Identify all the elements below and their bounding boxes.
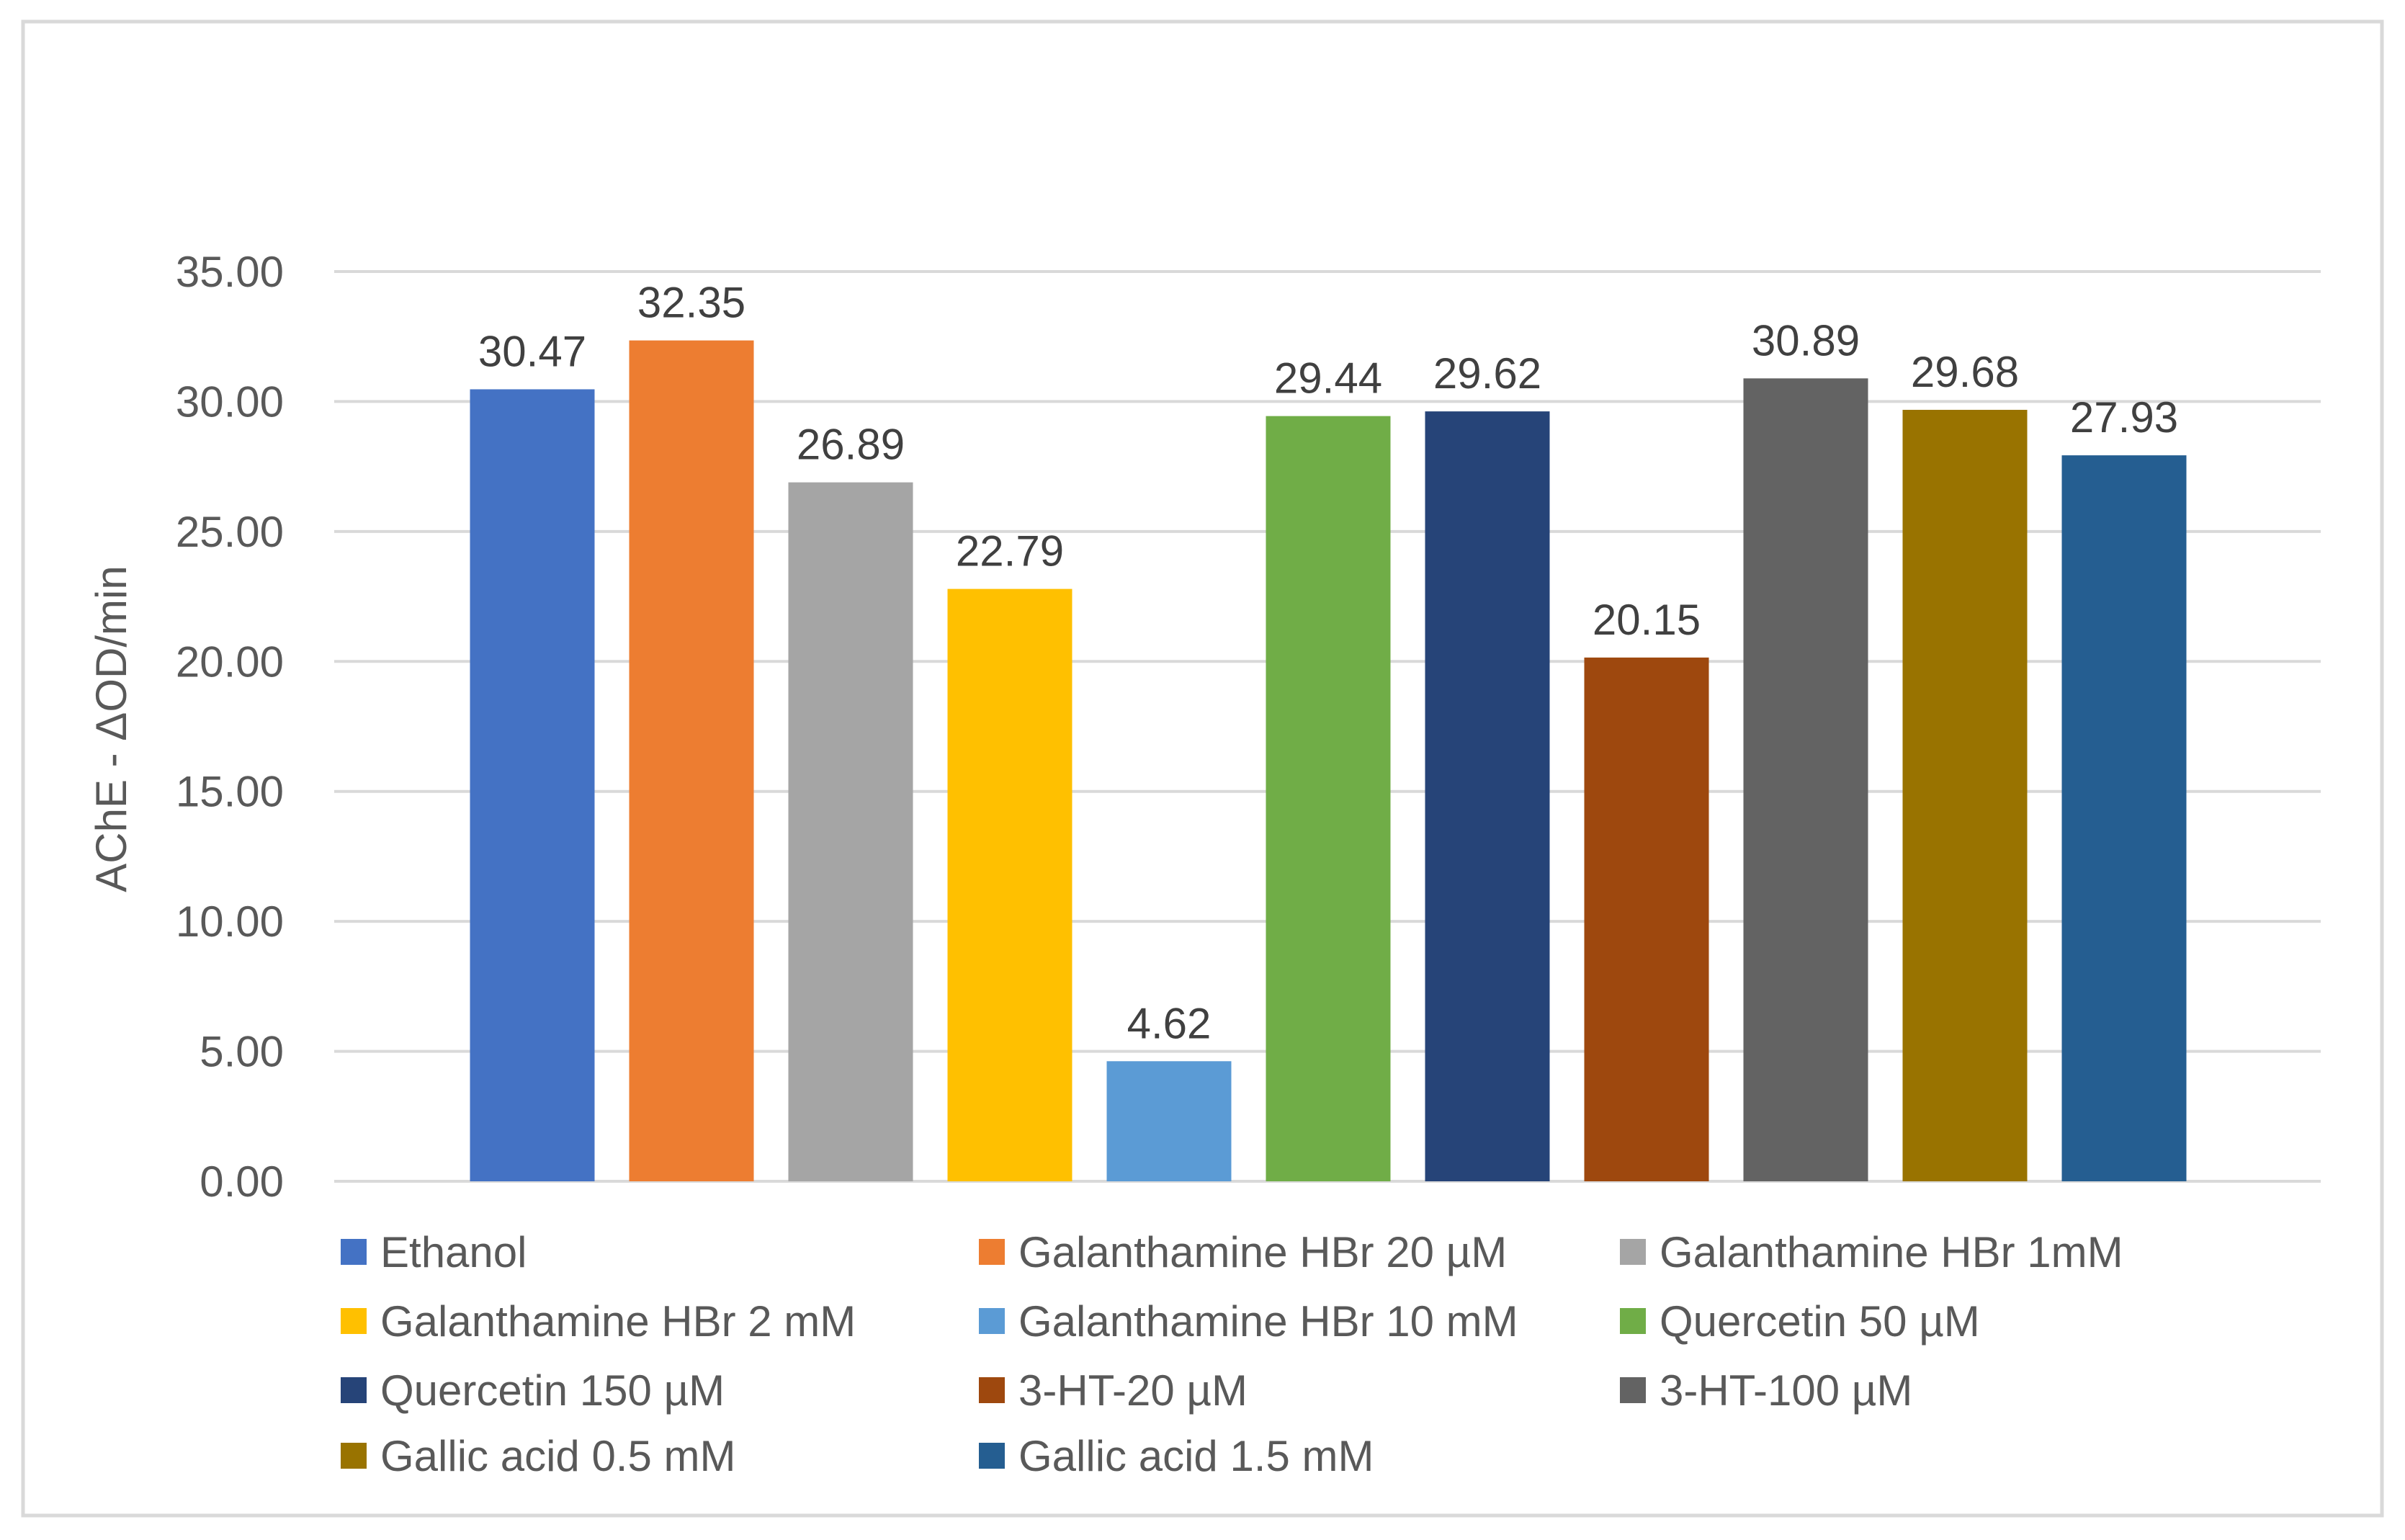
data-label: 27.93: [2070, 393, 2178, 442]
y-tick-label: 30.00: [176, 377, 284, 426]
legend-swatch: [1620, 1239, 1646, 1265]
y-tick-label: 25.00: [176, 508, 284, 556]
legend-label: Ethanol: [380, 1228, 527, 1276]
bar: [1902, 409, 2028, 1181]
data-label: 29.68: [1911, 348, 2019, 396]
legend-swatch: [341, 1239, 367, 1265]
y-tick-label: 10.00: [176, 897, 284, 946]
y-tick-label: 0.00: [200, 1158, 284, 1206]
legend-label: Gallic acid 0.5 mM: [380, 1432, 735, 1480]
legend-item: Galanthamine HBr 10 mM: [979, 1297, 1518, 1346]
legend-swatch: [1620, 1377, 1646, 1403]
bar: [947, 588, 1072, 1181]
bar: [1106, 1061, 1232, 1181]
legend-label: Galanthamine HBr 20 µM: [1018, 1228, 1507, 1276]
bar: [2061, 455, 2187, 1181]
legend-item: Galanthamine HBr 1mM: [1620, 1228, 2123, 1276]
legend-swatch: [341, 1443, 367, 1469]
bar: [1584, 657, 1709, 1181]
data-label: 32.35: [637, 279, 745, 327]
y-tick-label: 5.00: [200, 1028, 284, 1076]
legend-item: 3-HT-20 µM: [979, 1366, 1248, 1415]
data-label: 29.62: [1433, 349, 1541, 398]
legend-item: Gallic acid 0.5 mM: [341, 1432, 735, 1480]
bar: [1743, 378, 1868, 1181]
legend-item: 3-HT-100 µM: [1620, 1366, 1912, 1415]
data-label: 30.89: [1752, 316, 1860, 364]
bar: [788, 482, 913, 1181]
chart-border: [21, 19, 2384, 1518]
bar: [470, 389, 595, 1181]
legend-item: Galanthamine HBr 20 µM: [979, 1228, 1507, 1276]
legend-swatch: [341, 1377, 367, 1403]
legend-swatch: [341, 1308, 367, 1334]
y-axis-label: AChE - ΔOD/min: [87, 565, 135, 892]
legend-label: 3-HT-100 µM: [1660, 1366, 1912, 1415]
legend-item: Galanthamine HBr 2 mM: [341, 1297, 856, 1346]
y-tick-label: 35.00: [176, 248, 284, 296]
data-label: 29.44: [1274, 354, 1382, 403]
bar: [1425, 411, 1550, 1181]
legend-label: Quercetin 50 µM: [1660, 1297, 1980, 1346]
data-label: 20.15: [1593, 596, 1701, 644]
y-tick-label: 20.00: [176, 637, 284, 686]
legend-label: Galanthamine HBr 10 mM: [1018, 1297, 1518, 1346]
legend-label: Quercetin 150 µM: [380, 1366, 725, 1415]
legend-item: Gallic acid 1.5 mM: [979, 1432, 1374, 1480]
data-label: 26.89: [797, 421, 905, 469]
legend-swatch: [1620, 1308, 1646, 1334]
legend-swatch: [979, 1239, 1005, 1265]
bar: [629, 340, 754, 1181]
legend-item: Quercetin 50 µM: [1620, 1297, 1980, 1346]
legend-swatch: [979, 1377, 1005, 1403]
legend-swatch: [979, 1443, 1005, 1469]
bar: [1266, 416, 1391, 1181]
data-label: 22.79: [956, 527, 1064, 576]
legend-item: Ethanol: [341, 1228, 527, 1276]
legend-label: Galanthamine HBr 2 mM: [380, 1297, 856, 1346]
legend-label: Gallic acid 1.5 mM: [1018, 1432, 1374, 1480]
legend-item: Quercetin 150 µM: [341, 1366, 725, 1415]
legend-swatch: [979, 1308, 1005, 1334]
y-tick-label: 15.00: [176, 768, 284, 816]
data-label: 4.62: [1127, 999, 1212, 1047]
legend-label: 3-HT-20 µM: [1018, 1366, 1248, 1415]
data-label: 30.47: [478, 327, 586, 375]
legend-label: Galanthamine HBr 1mM: [1660, 1228, 2123, 1276]
